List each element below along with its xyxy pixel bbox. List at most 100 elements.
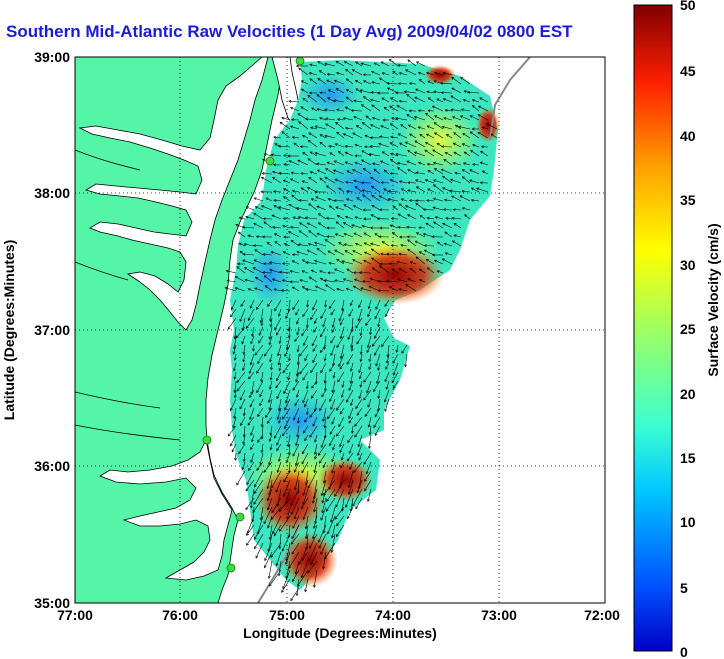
velocity-arrow-head [363, 80, 367, 83]
velocity-arrow [281, 578, 291, 593]
velocity-arrow [243, 452, 246, 462]
velocity-arrow [282, 362, 291, 373]
velocity-arrow [298, 121, 309, 130]
velocity-arrow-head [377, 289, 381, 293]
velocity-arrow [461, 190, 471, 193]
velocity-arrow-head [270, 153, 274, 157]
velocity-arrow-head [265, 197, 269, 201]
velocity-arrow [242, 317, 246, 331]
velocity-arrow [335, 206, 345, 211]
velocity-arrow [329, 425, 336, 435]
velocity-arrow-head [281, 262, 286, 266]
velocity-arrow [389, 286, 399, 292]
velocity-arrow-head [316, 248, 320, 251]
velocity-arrow-head [291, 536, 295, 540]
velocity-arrow [410, 267, 417, 274]
velocity-arrow [461, 109, 471, 112]
velocity-arrow-head [418, 78, 422, 82]
velocity-arrow-head [332, 447, 335, 451]
velocity-arrow-head [461, 189, 465, 193]
velocity-arrow-head [371, 162, 376, 166]
velocity-arrow-head [331, 459, 335, 463]
velocity-arrow-head [325, 123, 329, 127]
velocity-arrow [292, 515, 300, 529]
velocity-arrow-head [336, 71, 340, 75]
velocity-arrow [327, 407, 336, 419]
velocity-arrow-head [407, 181, 411, 185]
velocity-arrow-head [281, 589, 284, 593]
velocity-arrow-head [415, 186, 419, 190]
velocity-arrow [392, 380, 399, 389]
velocity-arrow [339, 362, 345, 370]
velocity-arrow-head [271, 510, 275, 514]
velocity-arrow-head [317, 539, 321, 543]
velocity-arrow-head [301, 558, 304, 562]
velocity-arrow [361, 150, 372, 157]
velocity-arrow-head [371, 104, 375, 108]
velocity-arrow-head [424, 179, 428, 182]
velocity-arrow [332, 380, 336, 393]
velocity-arrow-head [280, 289, 284, 292]
velocity-arrow [294, 506, 300, 519]
velocity-arrow-head [255, 306, 259, 310]
velocity-arrow-head [443, 198, 448, 202]
velocity-arrow [269, 269, 282, 274]
velocity-arrow [303, 335, 309, 346]
velocity-arrow [244, 279, 255, 283]
velocity-arrow [343, 117, 354, 121]
velocity-arrow [461, 169, 471, 175]
velocity-arrow-head [399, 235, 403, 239]
velocity-arrow [248, 371, 255, 379]
y-tick-label: 35:00 [34, 595, 70, 611]
velocity-arrow-head [317, 213, 321, 216]
velocity-arrow-head [319, 141, 323, 145]
velocity-arrow [322, 488, 327, 503]
velocity-arrow [418, 162, 426, 166]
velocity-arrow-head [253, 501, 257, 505]
colorbar-tick-label: 30 [680, 257, 696, 273]
velocity-arrow [451, 77, 462, 85]
velocity-arrow-head [267, 575, 271, 579]
velocity-arrow-head [442, 187, 446, 190]
velocity-arrow [427, 188, 435, 193]
velocity-arrow-head [273, 435, 277, 439]
velocity-arrow [283, 188, 291, 193]
velocity-arrow [345, 145, 354, 148]
velocity-arrow [292, 443, 300, 457]
velocity-arrow-head [358, 457, 362, 461]
velocity-arrow [467, 91, 480, 94]
velocity-arrow [470, 115, 480, 121]
velocity-arrow [482, 170, 489, 175]
velocity-arrow-head [272, 177, 276, 180]
velocity-arrow [444, 199, 453, 202]
velocity-arrow-head [387, 87, 391, 91]
velocity-arrow [341, 452, 345, 461]
velocity-arrow-head [366, 390, 370, 394]
velocity-arrow [251, 326, 255, 337]
velocity-arrow [241, 335, 246, 345]
velocity-arrow [490, 133, 498, 139]
velocity-arrow-head [324, 556, 327, 560]
velocity-arrow-head [346, 170, 350, 174]
velocity-arrow-head [433, 168, 438, 171]
velocity-arrow-head [269, 583, 272, 587]
velocity-arrow-head [374, 432, 378, 437]
velocity-arrow-head [321, 394, 325, 398]
velocity-arrow [409, 133, 417, 139]
velocity-arrow-head [336, 523, 339, 527]
velocity-arrow-head [407, 214, 411, 217]
velocity-arrow [270, 308, 273, 322]
velocity-arrow [273, 205, 282, 211]
velocity-arrow-head [310, 562, 314, 566]
velocity-arrow [267, 470, 273, 489]
velocity-arrow [334, 200, 345, 202]
velocity-arrow-head [268, 438, 272, 442]
velocity-arrow [308, 243, 318, 247]
velocity-arrow-head [418, 268, 422, 272]
velocity-arrow [327, 515, 336, 535]
low-speed-region [248, 245, 292, 305]
velocity-arrow-head [304, 404, 307, 408]
velocity-arrow [314, 461, 318, 473]
velocity-arrow [235, 452, 237, 461]
velocity-arrow-head [426, 267, 430, 271]
